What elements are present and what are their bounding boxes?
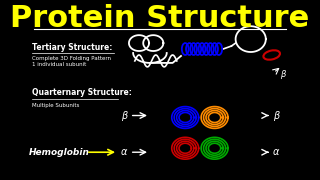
Text: α: α [121,147,127,157]
Text: β: β [280,70,285,79]
Text: Quarternary Structure:: Quarternary Structure: [32,88,132,97]
Text: Complete 3D Folding Pattern: Complete 3D Folding Pattern [32,57,111,61]
Text: 1 individual subunit: 1 individual subunit [32,62,87,67]
Text: Multiple Subunits: Multiple Subunits [32,103,80,108]
Text: Tertiary Structure:: Tertiary Structure: [32,42,113,51]
Text: Hemoglobin: Hemoglobin [29,148,90,157]
Text: α: α [273,147,279,157]
Text: Protein Structure: Protein Structure [10,4,310,33]
Text: β: β [273,111,279,120]
Text: β: β [121,111,127,120]
